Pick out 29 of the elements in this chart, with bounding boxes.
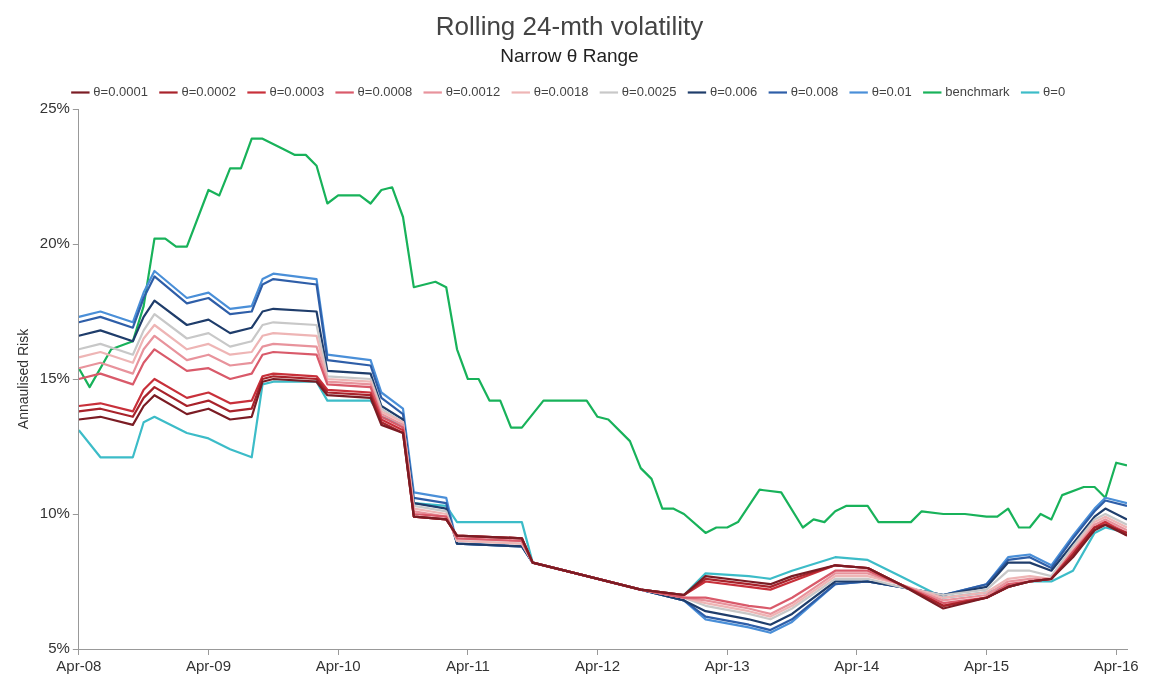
y-tick-label: 5% (48, 639, 70, 657)
legend-label: θ=0.006 (709, 84, 758, 100)
x-tick-label: Apr-14 (834, 657, 880, 675)
x-tick-label: Apr-09 (185, 657, 232, 675)
legend-label: θ=0.0003 (269, 84, 325, 100)
legend-label: θ=0.008 (790, 84, 839, 100)
y-tick-label: 25% (39, 99, 70, 117)
legend-label: θ=0.01 (871, 84, 912, 100)
x-tick-label: Apr-15 (964, 657, 1010, 675)
y-axis-title: Annaulised Risk (15, 327, 32, 430)
chart-subtitle: Narrow θ Range (500, 44, 639, 66)
x-tick-label: Apr-10 (315, 657, 361, 675)
legend-label: θ=0.0001 (93, 84, 148, 100)
x-tick-label: Apr-08 (56, 657, 102, 675)
x-tick-label: Apr-13 (704, 657, 750, 675)
chart-title: Rolling 24-mth volatility (435, 10, 704, 41)
legend-label: θ=0.0012 (445, 84, 501, 100)
legend-label: θ=0.0008 (357, 84, 413, 100)
legend-label: θ=0.0002 (181, 84, 237, 100)
legend-label: θ=0 (1043, 84, 1066, 100)
y-tick-label: 15% (39, 369, 70, 387)
legend-label: θ=0.0018 (533, 84, 589, 100)
y-tick-label: 20% (39, 234, 70, 252)
x-tick-label: Apr-12 (574, 657, 621, 675)
legend-label: benchmark (945, 84, 1011, 100)
legend-label: θ=0.0025 (621, 84, 677, 100)
x-tick-label: Apr-11 (445, 657, 490, 675)
y-tick-label: 10% (39, 504, 70, 522)
x-tick-label: Apr-16 (1093, 657, 1139, 675)
